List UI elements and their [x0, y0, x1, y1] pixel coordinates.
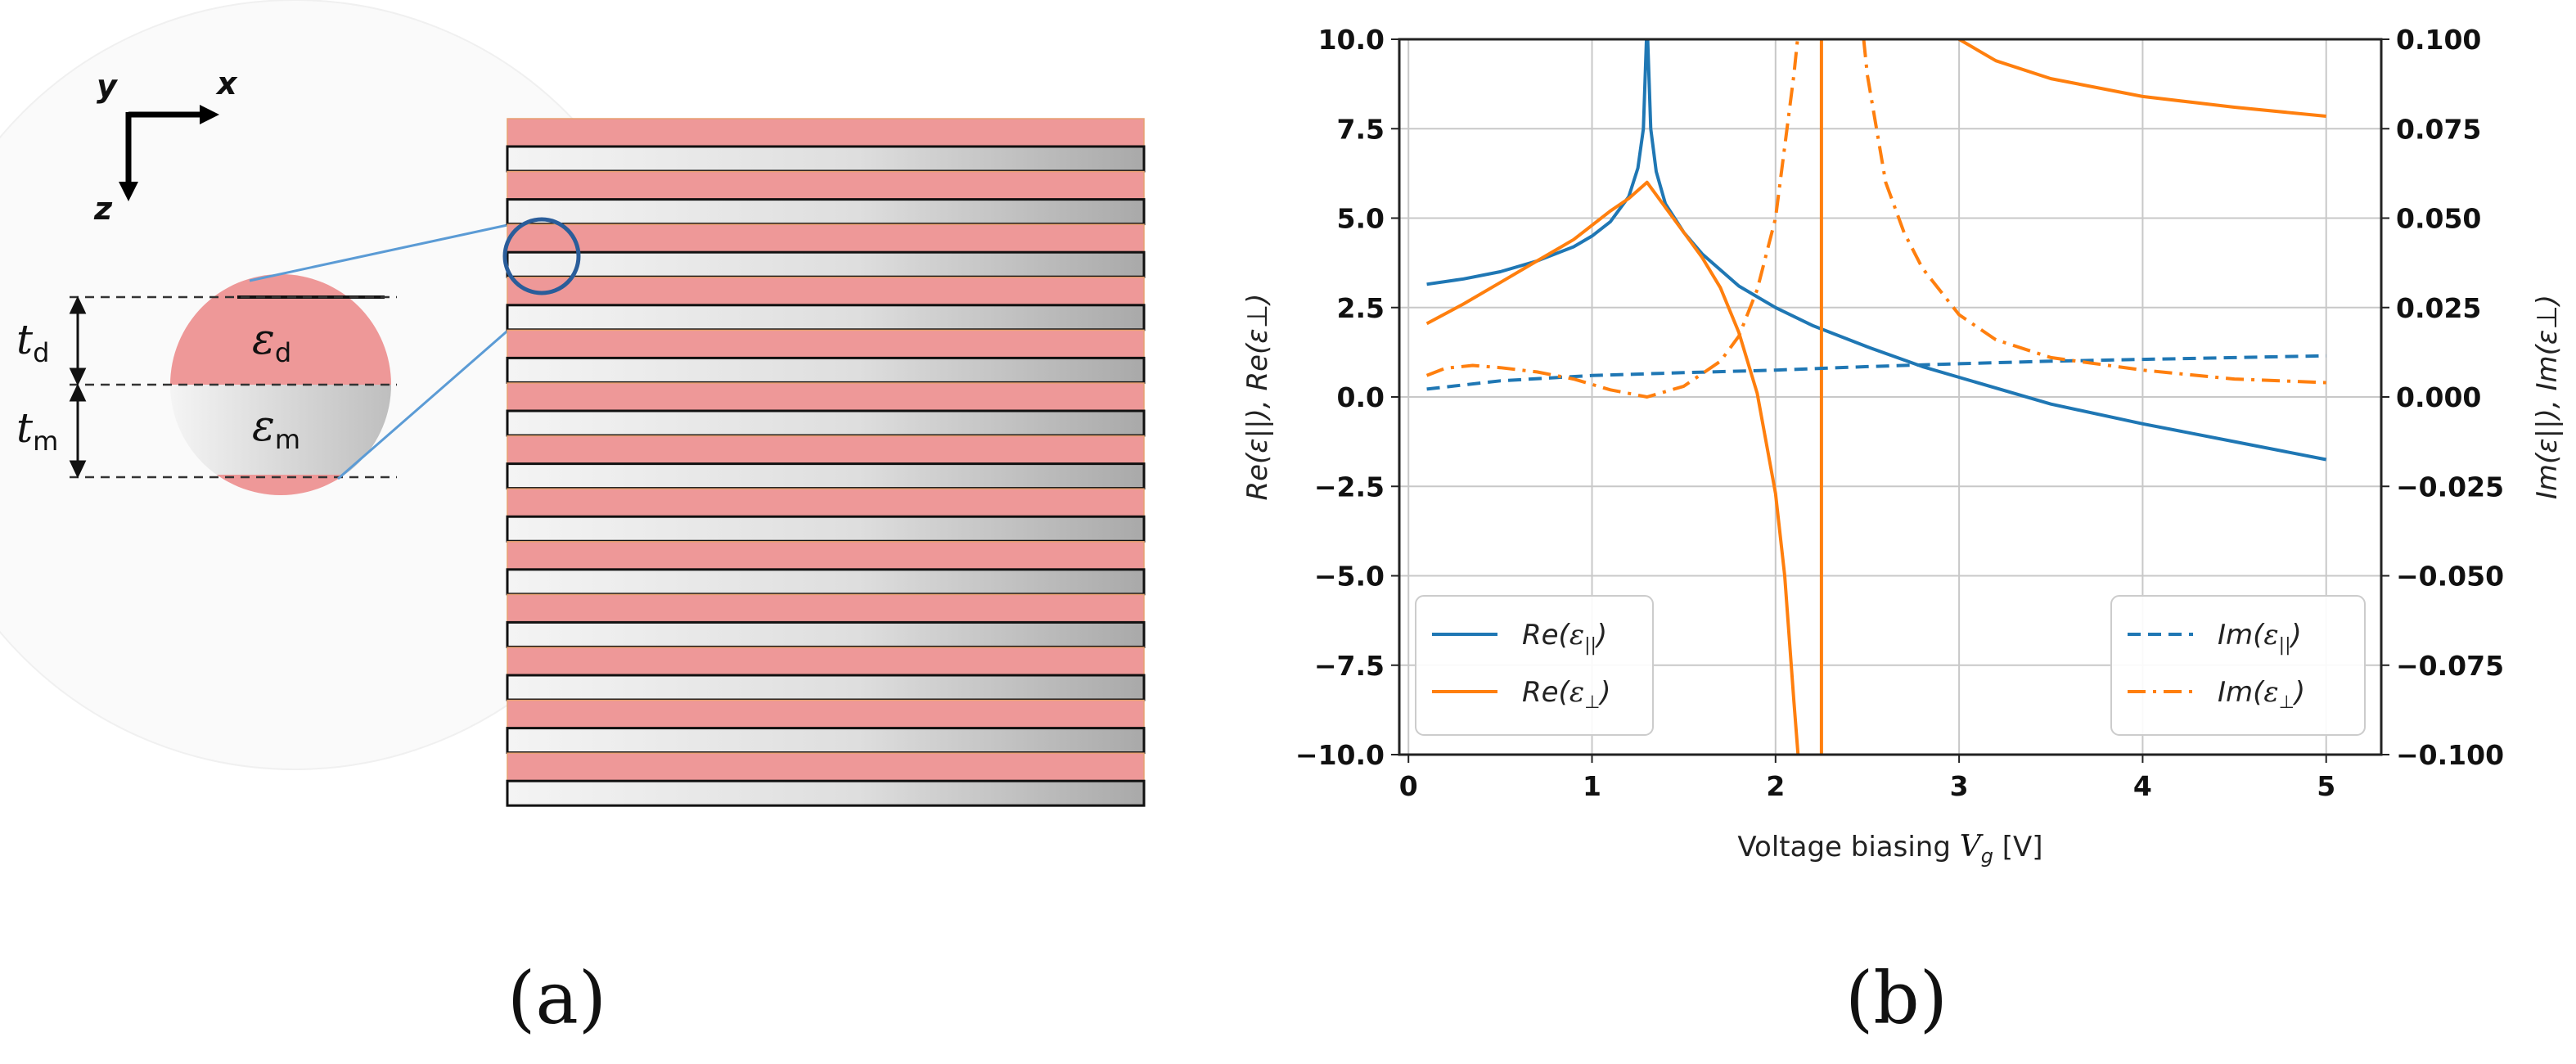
panel-b-label: (b) [1845, 956, 1948, 1040]
dielectric-layer [507, 329, 1145, 359]
dielectric-layer [507, 170, 1145, 201]
series-line [1425, 180, 1800, 755]
y-left-tick-label: 2.5 [1337, 292, 1385, 324]
y-right-tick-label: 0.025 [2396, 292, 2481, 324]
y-ticks-left: 10.0 7.5 5.0 2.5 0.0 −2.5 −5.0 −7.5 −10.0 [1295, 24, 1399, 771]
y-left-tick-label: −7.5 [1314, 650, 1385, 682]
y-left-tick-label: 5.0 [1337, 203, 1385, 235]
dielectric-layer [507, 699, 1145, 729]
y-left-tick-label: 10.0 [1318, 24, 1385, 56]
y-right-tick-label: −0.100 [2396, 739, 2504, 771]
x-tick-label: 0 [1399, 770, 1418, 802]
multilayer-stack [506, 118, 1146, 807]
y-left-tick-label: 0.0 [1337, 381, 1385, 413]
y-ticks-right: 0.100 0.075 0.050 0.025 0.000 −0.025 −0.050 −0.… [2381, 24, 2504, 771]
epsilon-d-label: εd [252, 315, 291, 368]
series-line [1958, 39, 2326, 118]
panel-a: y x z td tm [0, 0, 1146, 1040]
y-left-tick-label: −5.0 [1314, 561, 1385, 593]
chart-series [1425, 39, 2327, 755]
legend-right: Im(ε||) Im(ε⊥) [2110, 595, 2366, 736]
legend-left: Re(ε||) Re(ε⊥) [1415, 595, 1654, 736]
metal-layer [506, 409, 1146, 437]
series-line [1426, 354, 2326, 391]
metal-layer [506, 674, 1146, 701]
panel-b: 0 1 2 3 4 5 10.0 7.5 5.0 2.5 0.0 −2.5 −5.0 −7.5 −10.0… [1241, 24, 2564, 1040]
y-right-tick-label: −0.050 [2396, 561, 2504, 593]
metal-layer [506, 304, 1146, 331]
legend-entry: Im(ε||) [2218, 619, 2302, 656]
dielectric-layer [507, 435, 1145, 465]
metal-layer [506, 198, 1146, 226]
y-right-tick-label: −0.025 [2396, 471, 2504, 503]
series-line [1862, 39, 2326, 385]
metal-layer [506, 515, 1146, 543]
x-ticks: 0 1 2 3 4 5 [1399, 755, 2335, 802]
dielectric-layer [507, 223, 1145, 253]
metal-layer [506, 620, 1146, 648]
dielectric-layer [507, 382, 1145, 412]
dielectric-layer [507, 541, 1145, 570]
y-left-tick-label: −10.0 [1295, 739, 1385, 771]
x-tick-label: 1 [1583, 770, 1601, 802]
metal-layer [506, 779, 1146, 807]
zoom-connector-top [249, 223, 508, 282]
legend-entry: Im(ε⊥) [2218, 676, 2305, 713]
epsilon-m-label: εm [252, 402, 300, 455]
thickness-d-label: td [16, 316, 49, 368]
metal-layer [506, 250, 1146, 278]
dielectric-layer [507, 488, 1145, 517]
metal-layer [506, 727, 1146, 755]
dielectric-layer [507, 647, 1145, 676]
y-left-tick-label: −2.5 [1314, 471, 1385, 503]
y-right-tick-label: −0.075 [2396, 650, 2504, 682]
dielectric-layer [507, 752, 1145, 782]
series-line [1425, 39, 1799, 399]
x-tick-label: 4 [2133, 770, 2152, 802]
dielectric-layer [507, 277, 1145, 306]
y-right-tick-label: 0.050 [2396, 203, 2481, 235]
metal-layer [506, 145, 1146, 173]
y-axis-right-label: Im(ε||), Im(ε⊥) [2531, 295, 2564, 499]
thickness-arrows [69, 295, 87, 479]
dielectric-layer [507, 118, 1145, 147]
x-tick-label: 3 [1950, 770, 1969, 802]
series-line [1426, 39, 2327, 462]
axis-z-label: z [93, 191, 113, 227]
dielectric-layer [507, 593, 1145, 624]
axis-x-label: x [215, 65, 238, 101]
thickness-m-label: tm [16, 404, 58, 457]
y-axis-left-label: Re(ε||), Re(ε⊥) [1241, 293, 1274, 500]
metal-layer [506, 462, 1146, 490]
axis-y-label: y [97, 68, 119, 104]
legend-entry: Re(ε⊥) [1522, 676, 1611, 713]
panel-a-label: (a) [507, 956, 606, 1040]
coordinate-axes: y x z [93, 65, 238, 227]
legend-entry: Re(ε||) [1522, 619, 1607, 656]
y-right-tick-label: 0.100 [2396, 24, 2481, 56]
x-tick-label: 5 [2317, 770, 2335, 802]
zoom-circle [502, 217, 581, 295]
y-right-tick-label: 0.000 [2396, 381, 2481, 413]
metal-layer [506, 568, 1146, 596]
x-axis-label: Voltage biasing Vg [V] [1737, 830, 2042, 868]
y-right-tick-label: 0.075 [2396, 113, 2481, 145]
x-tick-label: 2 [1766, 770, 1785, 802]
metal-layer [506, 356, 1146, 384]
y-left-tick-label: 7.5 [1337, 113, 1385, 145]
